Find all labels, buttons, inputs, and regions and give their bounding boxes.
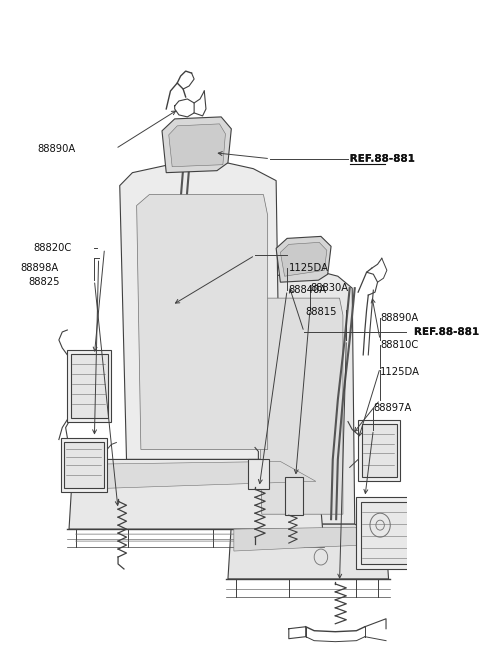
FancyBboxPatch shape [357, 497, 414, 569]
Text: 88830A: 88830A [310, 283, 348, 293]
Text: 88898A: 88898A [20, 263, 58, 273]
Text: 88820C: 88820C [34, 244, 72, 253]
Text: 88840A: 88840A [289, 285, 327, 295]
Polygon shape [280, 242, 327, 276]
Polygon shape [76, 461, 316, 489]
Polygon shape [234, 527, 384, 551]
Text: 88890A: 88890A [37, 143, 75, 154]
FancyBboxPatch shape [64, 441, 104, 489]
FancyBboxPatch shape [360, 502, 410, 564]
Polygon shape [137, 195, 268, 449]
FancyBboxPatch shape [248, 459, 268, 489]
Text: 88890A: 88890A [380, 313, 419, 323]
Polygon shape [245, 269, 355, 524]
Text: REF.88-881: REF.88-881 [414, 327, 479, 337]
Text: REF.88-881: REF.88-881 [349, 154, 415, 164]
Text: 88825: 88825 [28, 277, 60, 287]
Polygon shape [162, 117, 231, 173]
Polygon shape [228, 524, 389, 579]
Polygon shape [69, 459, 323, 529]
FancyBboxPatch shape [71, 354, 108, 418]
FancyBboxPatch shape [60, 438, 107, 493]
FancyBboxPatch shape [285, 477, 303, 515]
Text: 88815: 88815 [306, 307, 337, 317]
Polygon shape [258, 298, 343, 514]
FancyBboxPatch shape [67, 350, 111, 422]
Polygon shape [276, 236, 331, 282]
Polygon shape [169, 124, 226, 166]
Text: 88810C: 88810C [380, 340, 419, 350]
FancyBboxPatch shape [358, 420, 400, 481]
FancyBboxPatch shape [361, 424, 397, 477]
Text: 1125DA: 1125DA [380, 367, 420, 377]
Polygon shape [120, 159, 280, 459]
Text: 1125DA: 1125DA [289, 263, 329, 273]
Text: 88897A: 88897A [373, 403, 412, 413]
